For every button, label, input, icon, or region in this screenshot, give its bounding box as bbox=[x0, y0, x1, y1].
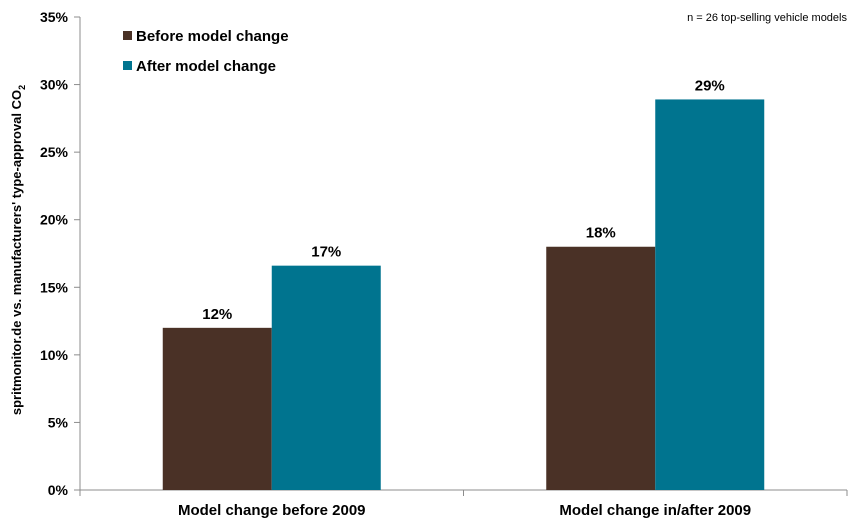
y-axis: 0% 5% 10% 15% 20% 25% 30% 35% bbox=[40, 9, 81, 498]
bar bbox=[546, 246, 656, 490]
legend: Before model change After model change bbox=[123, 28, 289, 75]
data-label: 29% bbox=[695, 77, 725, 94]
legend-swatch bbox=[123, 31, 132, 40]
bar bbox=[271, 265, 381, 490]
y-tick-label: 10% bbox=[40, 347, 69, 363]
legend-label: Before model change bbox=[136, 28, 289, 45]
y-tick-label: 30% bbox=[40, 77, 69, 93]
y-tick-label: 25% bbox=[40, 144, 69, 160]
y-tick-label: 5% bbox=[48, 414, 69, 430]
y-axis-title-subscript: 2 bbox=[17, 85, 27, 90]
x-category-label: Model change in/after 2009 bbox=[559, 502, 751, 519]
data-label: 18% bbox=[586, 225, 616, 242]
x-category-label: Model change before 2009 bbox=[178, 502, 366, 519]
sample-size-note: n = 26 top-selling vehicle models bbox=[687, 12, 847, 24]
data-labels: 12% 17% 18% 29% bbox=[202, 77, 725, 322]
data-label: 17% bbox=[311, 244, 341, 261]
bars bbox=[162, 99, 765, 491]
data-label: 12% bbox=[202, 306, 232, 323]
bar bbox=[162, 327, 272, 490]
y-tick-label: 15% bbox=[40, 279, 69, 295]
legend-label: After model change bbox=[136, 58, 276, 75]
x-axis: Model change before 2009 Model change in/… bbox=[79, 489, 848, 519]
y-tick-label: 0% bbox=[48, 482, 69, 498]
y-tick-label: 35% bbox=[40, 9, 69, 25]
bar bbox=[655, 99, 765, 491]
y-axis-title: spritmonitor.de vs. manufacturers' type-… bbox=[9, 85, 27, 415]
y-tick-label: 20% bbox=[40, 212, 69, 228]
y-axis-title-main: spritmonitor.de vs. manufacturers' type-… bbox=[9, 90, 24, 415]
legend-swatch bbox=[123, 61, 132, 70]
